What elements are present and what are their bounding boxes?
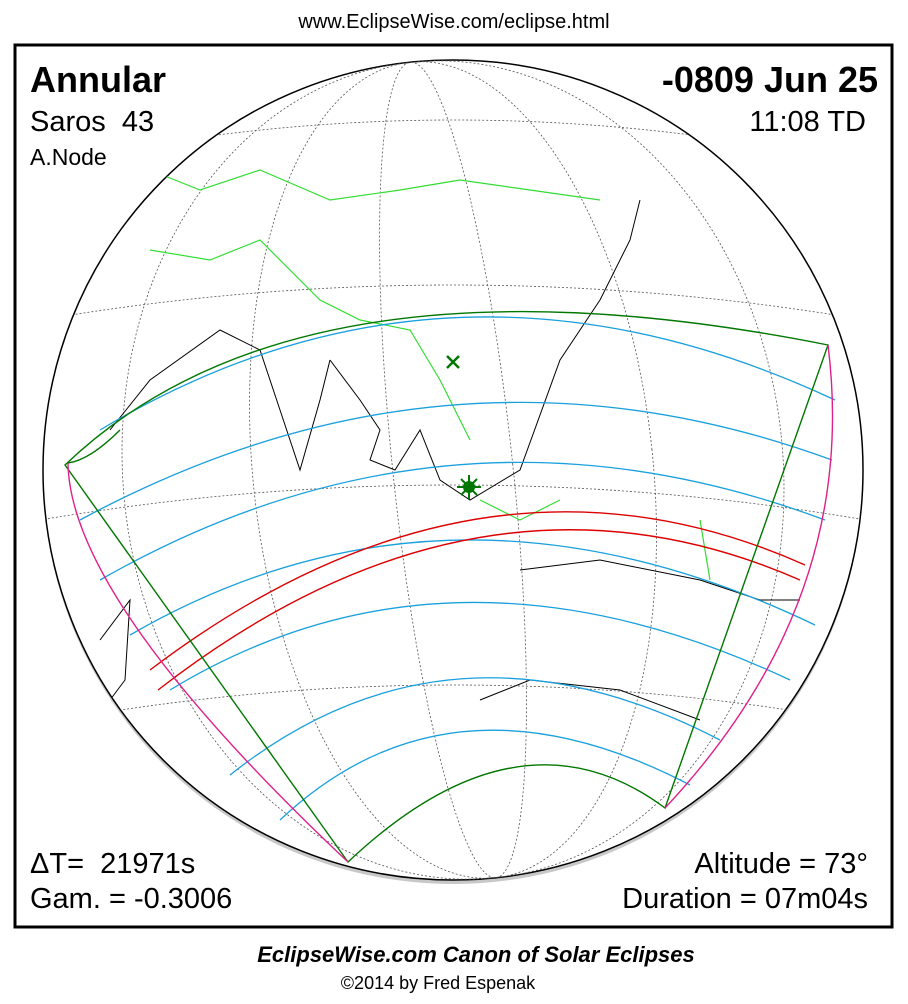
eclipse-path [64,310,836,864]
greatest-duration-mark [446,355,460,369]
footer-credit: ©2014 by Fred Espenak [341,973,536,993]
eclipse-type: Annular [30,59,166,100]
gamma: Gam. = -0.3006 [30,883,232,915]
time: 11:08 TD [749,106,866,138]
saros: Saros 43 [30,106,154,138]
coastlines [99,199,800,721]
delta-t: ΔT= 21971s [30,848,195,880]
duration: Duration = 07m04s [622,883,868,915]
globe [42,59,864,884]
altitude: Altitude = 73° [694,848,868,880]
url: www.EclipseWise.com/eclipse.html [297,11,609,33]
borders [79,169,711,581]
footer-title: EclipseWise.com Canon of Solar Eclipses [257,942,695,967]
greatest-eclipse-mark [457,475,481,499]
node: A.Node [30,144,107,170]
earth-disk [42,59,864,881]
eclipse-date: -0809 Jun 25 [662,59,878,100]
